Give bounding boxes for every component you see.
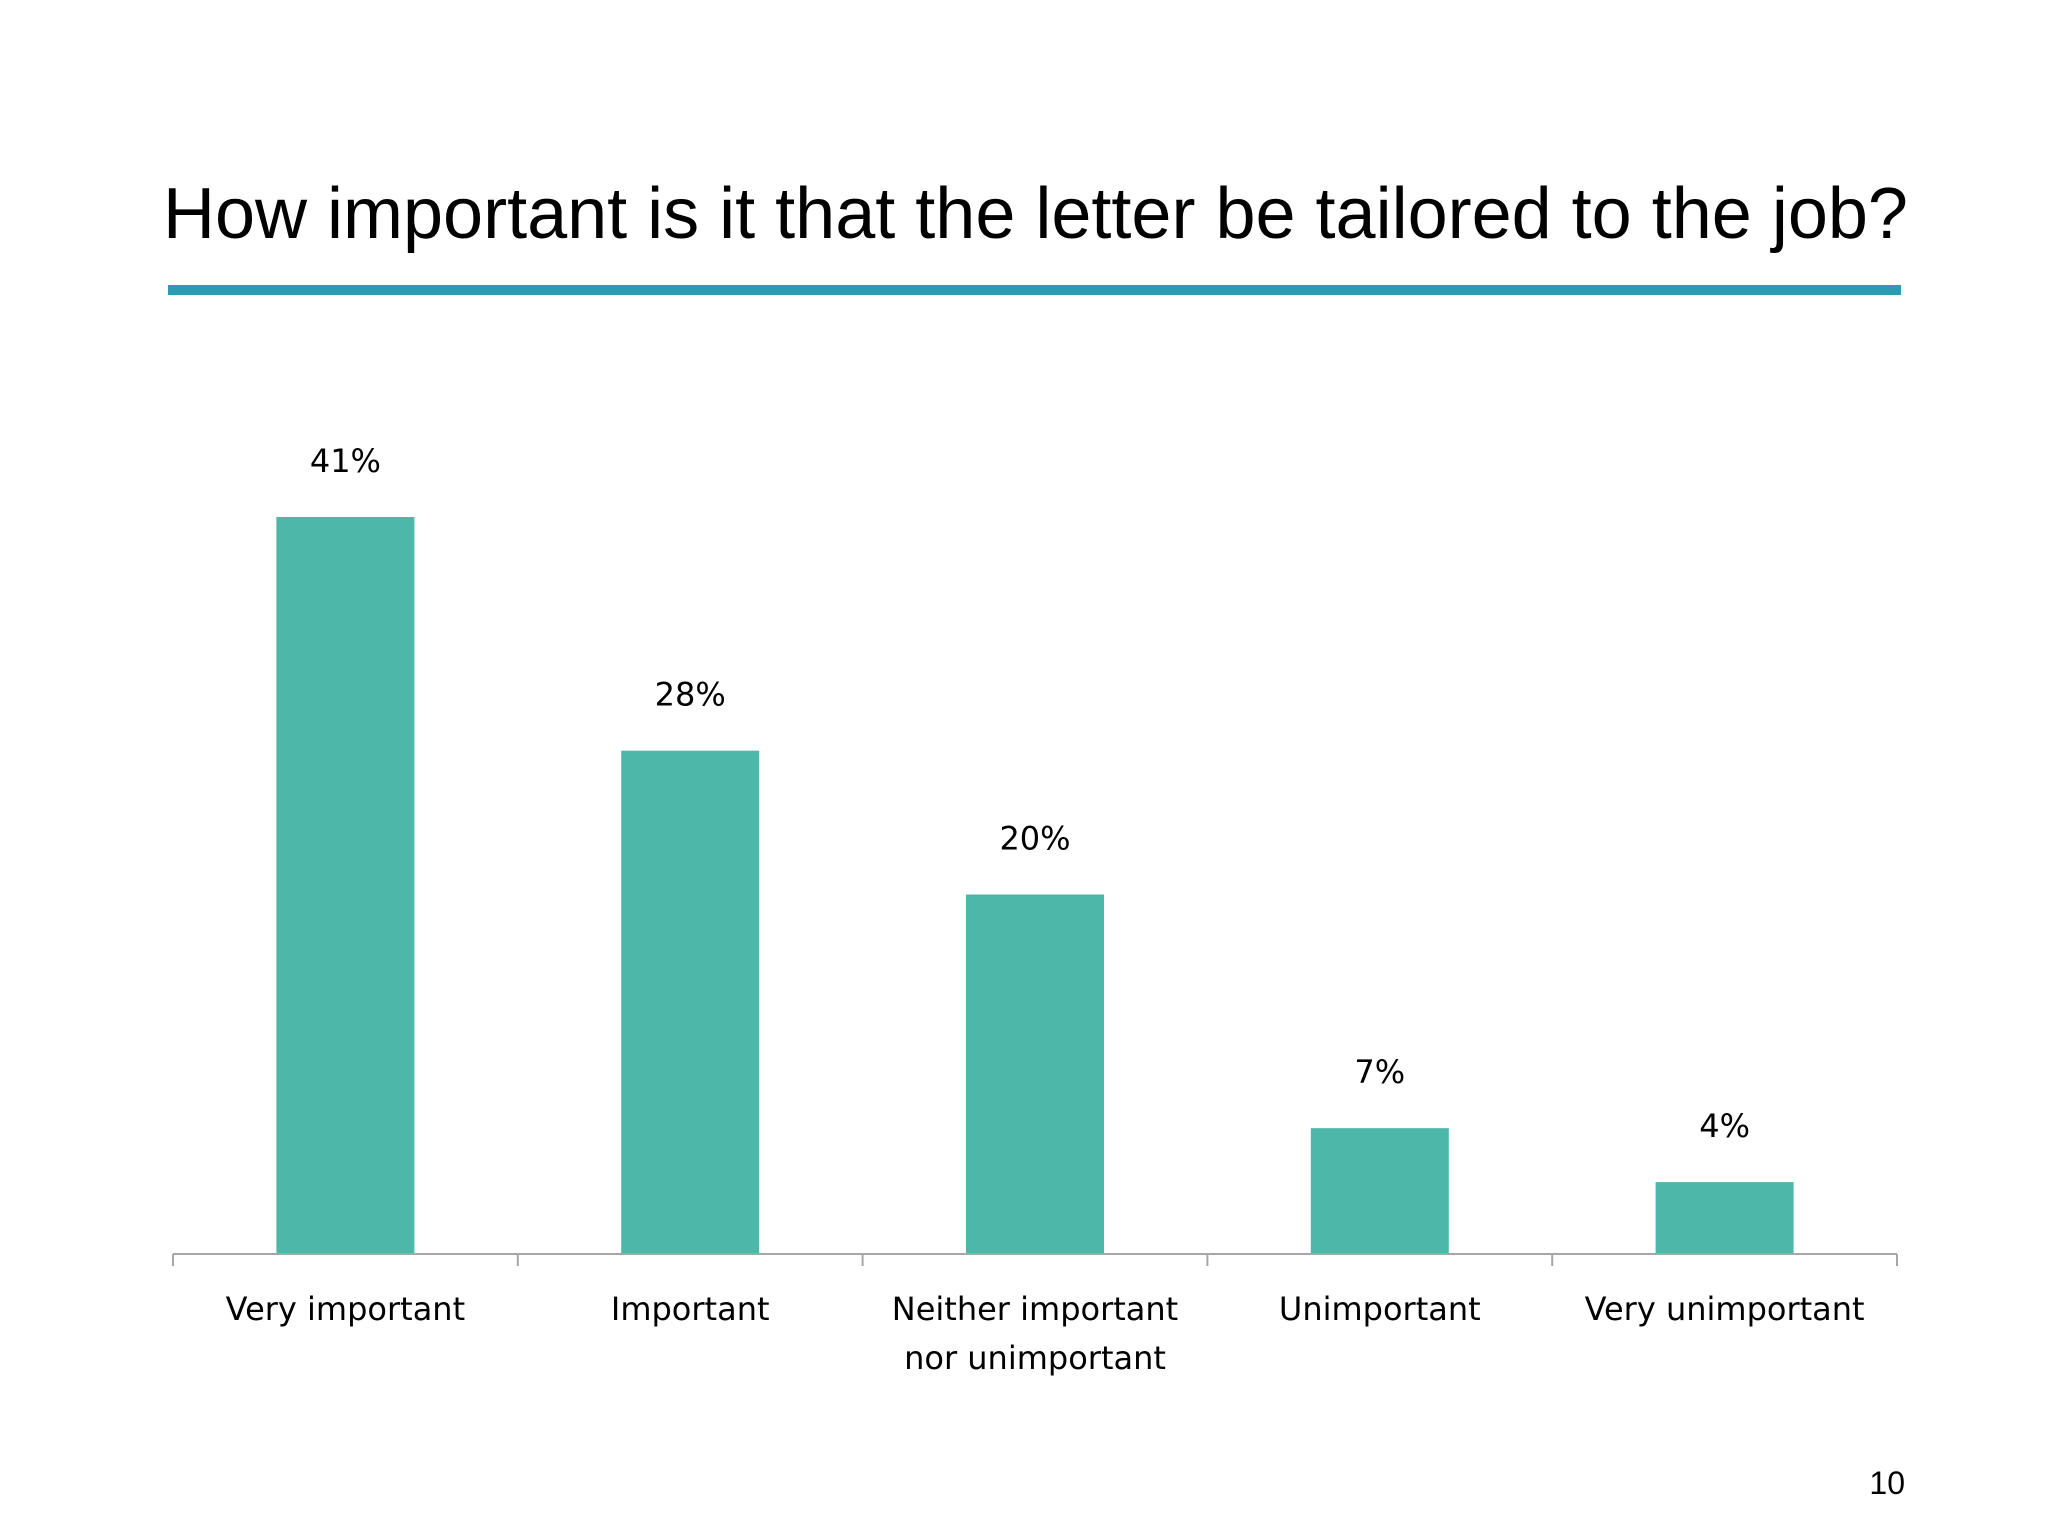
data-label-3: 7%	[1354, 1053, 1405, 1091]
bar-0	[276, 517, 415, 1254]
category-label-2-1: nor unimportant	[904, 1339, 1166, 1377]
bar-2	[966, 894, 1104, 1254]
bar-1	[621, 750, 760, 1254]
data-label-4: 4%	[1699, 1107, 1750, 1145]
bar-4	[1655, 1182, 1794, 1254]
plot-area: 41% 28% 20% 7% 4% Very important Important Neit…	[172, 442, 1898, 1377]
category-label-1-0: Important	[611, 1290, 770, 1328]
slide-title: How important is it that the letter be t…	[163, 174, 1908, 254]
category-label-0-0: Very important	[226, 1290, 465, 1328]
category-label-4-0: Very unimportant	[1585, 1290, 1865, 1328]
page-number: 10	[1869, 1465, 1905, 1501]
category-label-3-0: Unimportant	[1279, 1290, 1481, 1328]
data-label-0: 41%	[310, 442, 381, 480]
category-label-2-0: Neither important	[892, 1290, 1178, 1328]
data-label-1: 28%	[655, 676, 726, 714]
title-underline	[168, 285, 1901, 295]
bar-3	[1310, 1128, 1449, 1254]
data-label-2: 20%	[999, 819, 1070, 857]
